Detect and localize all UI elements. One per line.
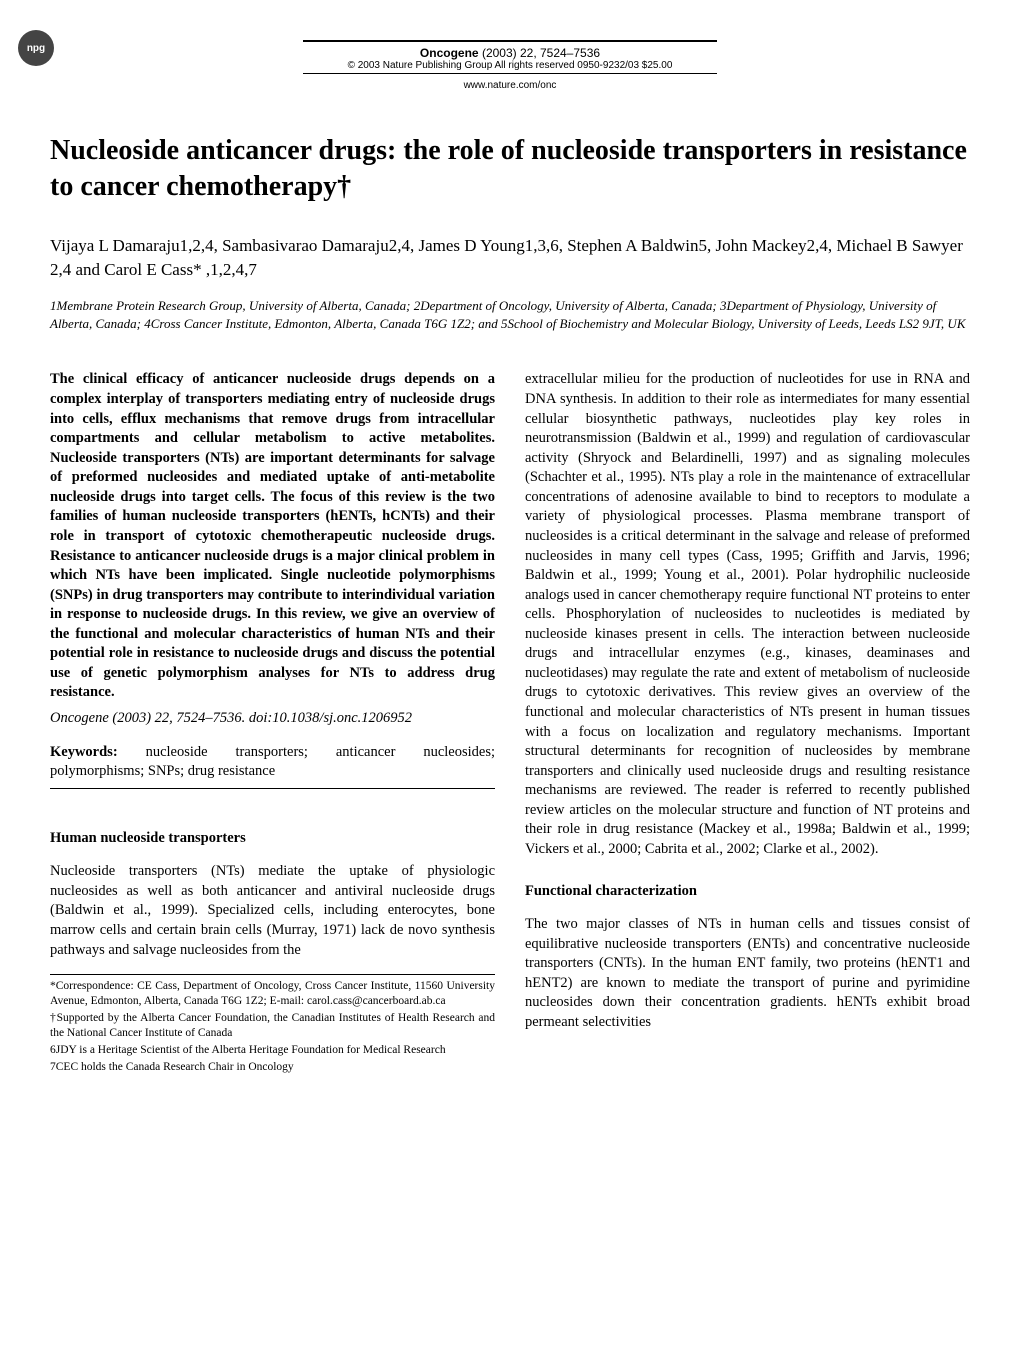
journal-citation: Oncogene (2003) 22, 7524–7536 bbox=[303, 46, 717, 60]
section-heading-functional: Functional characterization bbox=[525, 882, 970, 902]
copyright-line: © 2003 Nature Publishing Group All right… bbox=[303, 60, 717, 71]
keywords-rule bbox=[50, 788, 495, 789]
keywords-line: Keywords: nucleoside transporters; antic… bbox=[50, 743, 495, 782]
author-list: Vijaya L Damaraju1,2,4, Sambasivarao Dam… bbox=[50, 234, 970, 282]
left-column: The clinical efficacy of anticancer nucl… bbox=[50, 370, 495, 1076]
article-title: Nucleoside anticancer drugs: the role of… bbox=[50, 133, 970, 206]
section-heading-transporters: Human nucleoside transporters bbox=[50, 829, 495, 849]
section2-body: The two major classes of NTs in human ce… bbox=[525, 915, 970, 1032]
footnotes: *Correspondence: CE Cass, Department of … bbox=[50, 974, 495, 1075]
journal-vol-pages: (2003) 22, 7524–7536 bbox=[482, 46, 600, 60]
footnote-support: †Supported by the Alberta Cancer Foundat… bbox=[50, 1011, 495, 1041]
two-column-layout: The clinical efficacy of anticancer nucl… bbox=[50, 370, 970, 1076]
footnote-cec: 7CEC holds the Canada Research Chair in … bbox=[50, 1060, 495, 1075]
abstract-citation: Oncogene (2003) 22, 7524–7536. doi:10.10… bbox=[50, 709, 495, 729]
section1-body: Nucleoside transporters (NTs) mediate th… bbox=[50, 862, 495, 960]
footnote-jdy: 6JDY is a Heritage Scientist of the Albe… bbox=[50, 1043, 495, 1058]
publisher-badge: npg bbox=[18, 30, 54, 66]
abstract-text: The clinical efficacy of anticancer nucl… bbox=[50, 370, 495, 703]
affiliations: 1Membrane Protein Research Group, Univer… bbox=[50, 297, 970, 332]
right-column: extracellular milieu for the production … bbox=[525, 370, 970, 1076]
journal-header: Oncogene (2003) 22, 7524–7536 © 2003 Nat… bbox=[303, 40, 717, 74]
journal-name: Oncogene bbox=[420, 46, 479, 60]
journal-website: www.nature.com/onc bbox=[50, 80, 970, 91]
footnote-correspondence: *Correspondence: CE Cass, Department of … bbox=[50, 979, 495, 1009]
keywords-label: Keywords: bbox=[50, 744, 118, 760]
right-column-body: extracellular milieu for the production … bbox=[525, 370, 970, 859]
